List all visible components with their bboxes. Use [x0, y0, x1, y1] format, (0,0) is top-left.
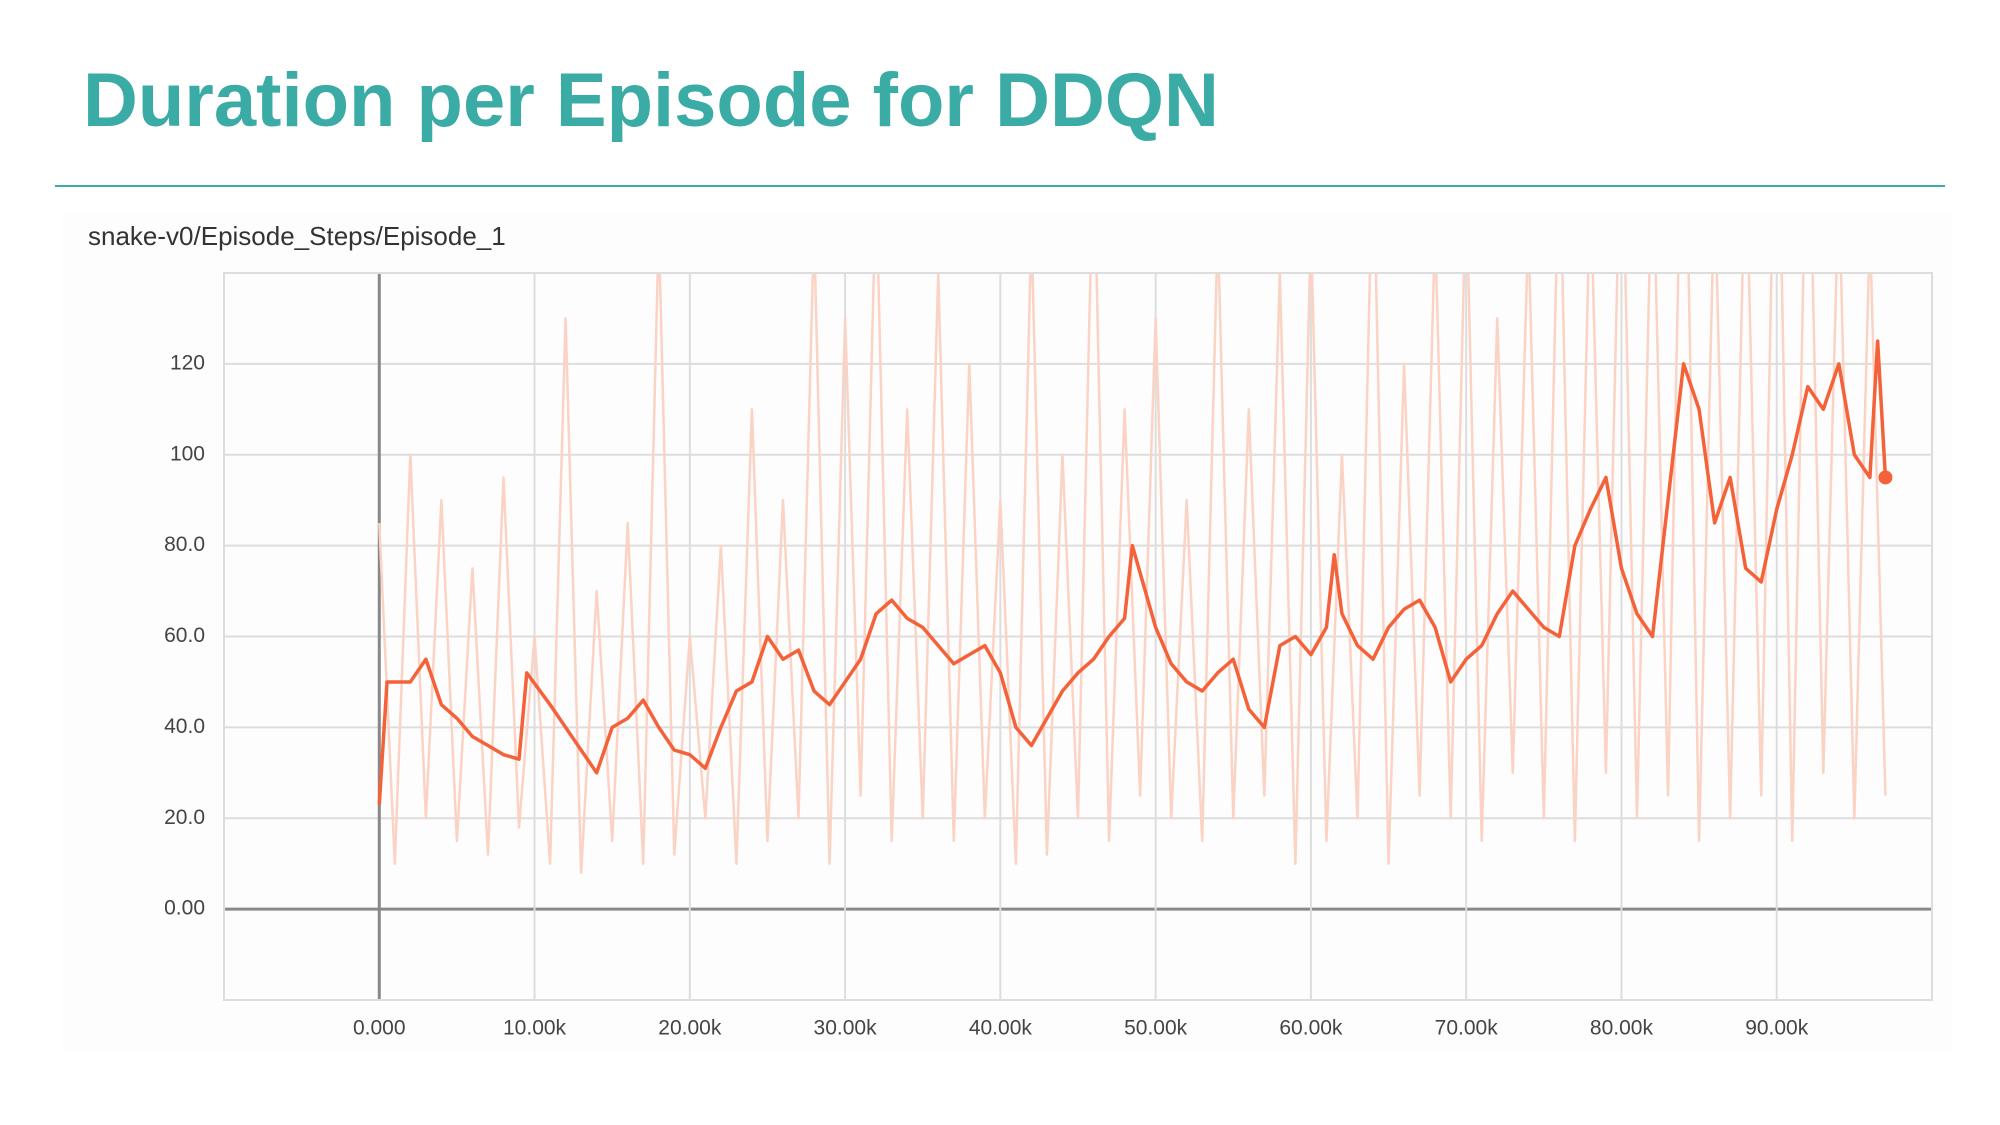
y-tick-label: 20.0 [164, 806, 205, 829]
y-tick-label: 100 [170, 442, 205, 465]
y-tick-label: 80.0 [164, 533, 205, 556]
x-tick-label: 40.00k [969, 1017, 1033, 1040]
plot-area [377, 273, 1893, 875]
series-line [377, 339, 1888, 805]
x-tick-label: 90.00k [1745, 1017, 1809, 1040]
x-tick-label: 20.00k [658, 1017, 722, 1040]
slide-title: Duration per Episode for DDQN [83, 58, 1219, 143]
series-line [378, 273, 1887, 875]
chart-title: snake-v0/Episode_Steps/Episode_1 [88, 221, 506, 251]
x-tick-label: 60.00k [1279, 1017, 1343, 1040]
y-tick-label: 40.0 [164, 715, 205, 738]
x-tick-label: 80.00k [1590, 1017, 1654, 1040]
x-tick-label: 30.00k [814, 1017, 878, 1040]
y-tick-label: 120 [170, 351, 205, 374]
x-tick-label: 50.00k [1124, 1017, 1188, 1040]
plot-frame [223, 272, 1933, 1001]
x-tick-label: 70.00k [1435, 1017, 1499, 1040]
x-tick-label: 0.000 [353, 1017, 406, 1040]
y-tick-label: 0.00 [164, 897, 205, 920]
end-marker [1878, 470, 1893, 485]
x-tick-label: 10.00k [503, 1017, 567, 1040]
y-tick-label: 60.0 [164, 624, 205, 647]
